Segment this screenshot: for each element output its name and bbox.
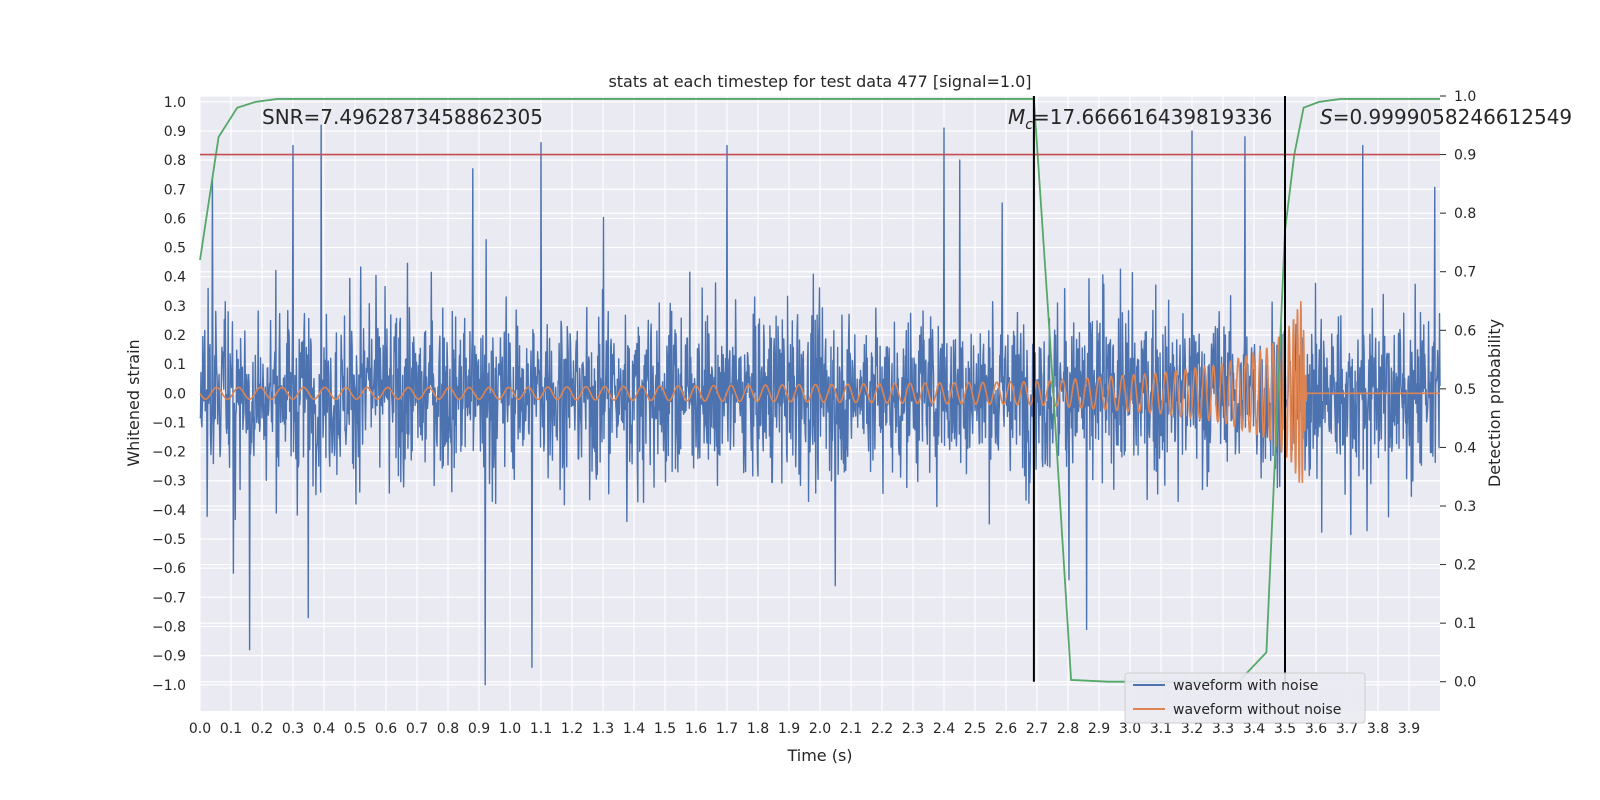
y-left-tick-label: −0.1 — [152, 415, 186, 431]
x-tick-label: 3.0 — [1119, 721, 1141, 737]
legend: waveform with noise waveform without noi… — [1124, 672, 1366, 724]
s-annotation: S=0.9999058246612549 — [1320, 105, 1572, 129]
y-right-tick-label: 0.7 — [1454, 265, 1476, 281]
x-tick-label: 3.9 — [1398, 721, 1420, 737]
y-left-tick-label: −0.5 — [152, 532, 186, 548]
x-tick-label: 2.9 — [1088, 721, 1110, 737]
legend-label-clean: waveform without noise — [1173, 702, 1341, 718]
y-left-tick-label: −0.8 — [152, 619, 186, 635]
y-axis-right-label: Detection probability — [1485, 319, 1504, 487]
x-tick-label: 1.9 — [778, 721, 800, 737]
x-tick-label: 3.6 — [1305, 721, 1327, 737]
y-left-tick-label: 0.7 — [164, 182, 186, 198]
x-tick-label: 2.2 — [871, 721, 893, 737]
y-right-tick-label: 1.0 — [1454, 89, 1476, 105]
x-tick-label: 1.4 — [623, 721, 645, 737]
x-tick-label: 3.4 — [1243, 721, 1265, 737]
x-tick-label: 0.5 — [344, 721, 366, 737]
legend-box — [1124, 672, 1366, 724]
x-tick-label: 3.7 — [1336, 721, 1358, 737]
mc-value: =17.666616439819336 — [1033, 105, 1272, 129]
x-tick-label: 2.6 — [995, 721, 1017, 737]
y-left-tick-label: −0.2 — [152, 445, 186, 461]
x-tick-label: 1.8 — [747, 721, 769, 737]
x-tick-label: 2.5 — [964, 721, 986, 737]
y-left-tick-label: −1.0 — [152, 678, 186, 694]
x-tick-label: 1.7 — [716, 721, 738, 737]
s-value: =0.9999058246612549 — [1333, 105, 1572, 129]
x-tick-label: 3.2 — [1181, 721, 1203, 737]
x-tick-label: 3.3 — [1212, 721, 1234, 737]
y-left-tick-label: 0.8 — [164, 153, 186, 169]
x-tick-label: 0.0 — [189, 721, 211, 737]
clean-line — [199, 301, 1440, 484]
x-tick-label: 2.3 — [902, 721, 924, 737]
y-left-tick-label: −0.4 — [152, 503, 186, 519]
snr-annotation: SNR=7.4962873458862305 — [262, 105, 543, 129]
x-tick-label: 0.8 — [437, 721, 459, 737]
x-tick-label: 0.9 — [468, 721, 490, 737]
y-left-tick-label: 0.0 — [164, 386, 186, 402]
y-left-tick-label: −0.7 — [152, 590, 186, 606]
y-left-tick-label: 1.0 — [164, 95, 186, 111]
y-left-tick-label: −0.3 — [152, 474, 186, 490]
x-tick-label: 0.2 — [251, 721, 273, 737]
x-axis-label: Time (s) — [786, 746, 852, 765]
y-right-tick-label: 0.3 — [1454, 499, 1476, 515]
x-tick-label: 2.7 — [1026, 721, 1048, 737]
y-axis-left-ticks: −1.0 −0.9 −0.8 −0.7 −0.6 −0.5 −0.4 −0.3 −0.2 −0.1… — [152, 95, 186, 694]
x-tick-label: 2.8 — [1057, 721, 1079, 737]
s-symbol: S — [1320, 105, 1333, 129]
y-left-tick-label: 0.9 — [164, 124, 186, 140]
x-tick-label: 1.3 — [592, 721, 614, 737]
x-tick-label: 2.0 — [809, 721, 831, 737]
series-waveform-without-noise — [199, 301, 1440, 484]
x-tick-label: 1.5 — [654, 721, 676, 737]
x-tick-label: 3.5 — [1274, 721, 1296, 737]
y-left-tick-label: 0.4 — [164, 270, 186, 286]
probability-line — [199, 98, 1440, 683]
y-right-tick-label: 0.9 — [1454, 148, 1476, 164]
x-tick-label: 0.6 — [375, 721, 397, 737]
y-right-tick-label: 0.6 — [1454, 323, 1476, 339]
x-tick-label: 0.7 — [406, 721, 428, 737]
x-tick-label: 1.0 — [499, 721, 521, 737]
x-axis-ticks: 0.0 0.1 0.2 0.3 0.4 0.5 0.6 0.7 0.8 0.9 1.0 1.1 1.2 1… — [189, 721, 1420, 737]
y-right-tick-label: 0.1 — [1454, 616, 1476, 632]
x-tick-label: 1.1 — [530, 721, 552, 737]
x-tick-label: 2.1 — [840, 721, 862, 737]
mc-subscript: c — [1025, 117, 1033, 133]
y-right-tick-label: 0.5 — [1454, 382, 1476, 398]
markers — [200, 96, 1440, 682]
mc-symbol: M — [1008, 105, 1025, 129]
y-left-tick-label: −0.6 — [152, 561, 186, 577]
y-axis-left-label: Whitened strain — [124, 339, 143, 466]
y-right-tick-label: 0.4 — [1454, 440, 1476, 456]
y-axis-right-ticks: 0.0 0.1 0.2 0.3 0.4 0.5 0.6 0.7 0.8 0.9 1.0 — [1440, 89, 1476, 691]
mc-annotation: Mc=17.666616439819336 — [1008, 105, 1272, 133]
x-tick-label: 3.8 — [1367, 721, 1389, 737]
y-left-tick-label: 0.2 — [164, 328, 186, 344]
legend-label-noise: waveform with noise — [1173, 678, 1318, 694]
x-tick-label: 0.1 — [220, 721, 242, 737]
y-left-tick-label: 0.6 — [164, 211, 186, 227]
chart-title: stats at each timestep for test data 477… — [608, 72, 1031, 91]
x-tick-label: 0.3 — [282, 721, 304, 737]
x-tick-label: 1.6 — [685, 721, 707, 737]
y-right-tick-label: 0.0 — [1454, 675, 1476, 691]
y-left-tick-label: 0.5 — [164, 241, 186, 257]
y-left-tick-label: −0.9 — [152, 649, 186, 665]
y-left-tick-label: 0.1 — [164, 357, 186, 373]
y-right-tick-label: 0.8 — [1454, 206, 1476, 222]
y-right-tick-label: 0.2 — [1454, 558, 1476, 574]
x-tick-label: 1.2 — [561, 721, 583, 737]
series-detection-probability — [199, 98, 1440, 683]
x-tick-label: 2.4 — [933, 721, 955, 737]
x-tick-label: 0.4 — [313, 721, 335, 737]
y-left-tick-label: 0.3 — [164, 299, 186, 315]
x-tick-label: 3.1 — [1150, 721, 1172, 737]
